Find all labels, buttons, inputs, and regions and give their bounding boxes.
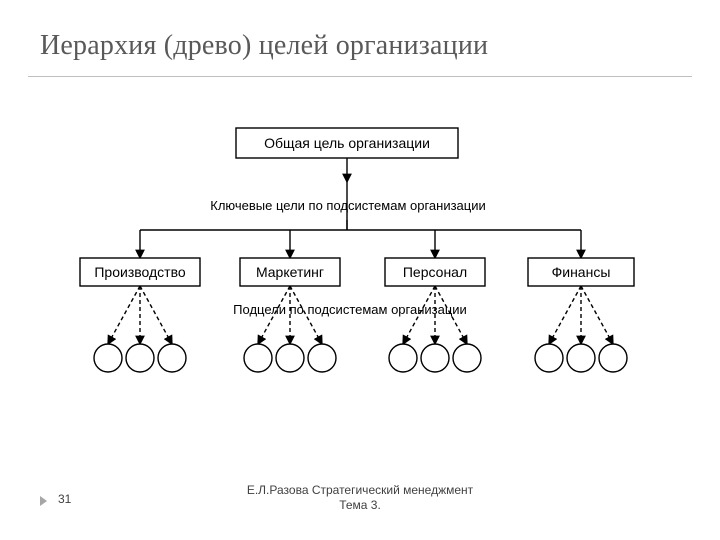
svg-text:Производство: Производство [94,264,185,280]
svg-text:Маркетинг: Маркетинг [256,264,324,280]
svg-text:Ключевые цели по подсистемам о: Ключевые цели по подсистемам организации [210,198,486,213]
footer-line2: Тема 3. [339,498,381,512]
svg-text:Персонал: Персонал [403,264,467,280]
svg-text:Общая цель организации: Общая цель организации [264,135,430,151]
footer-caption: Е.Л.Разова Стратегический менеджмент Тем… [0,483,720,514]
svg-text:Подцели по подсистемам организ: Подцели по подсистемам организации [233,302,467,317]
slide: Иерархия (древо) целей организации Общая… [0,0,720,540]
svg-text:Финансы: Финансы [552,264,611,280]
diagram-canvas: Общая цель организации Ключевые цели по п… [0,0,720,540]
footer-line1: Е.Л.Разова Стратегический менеджмент [247,483,473,497]
